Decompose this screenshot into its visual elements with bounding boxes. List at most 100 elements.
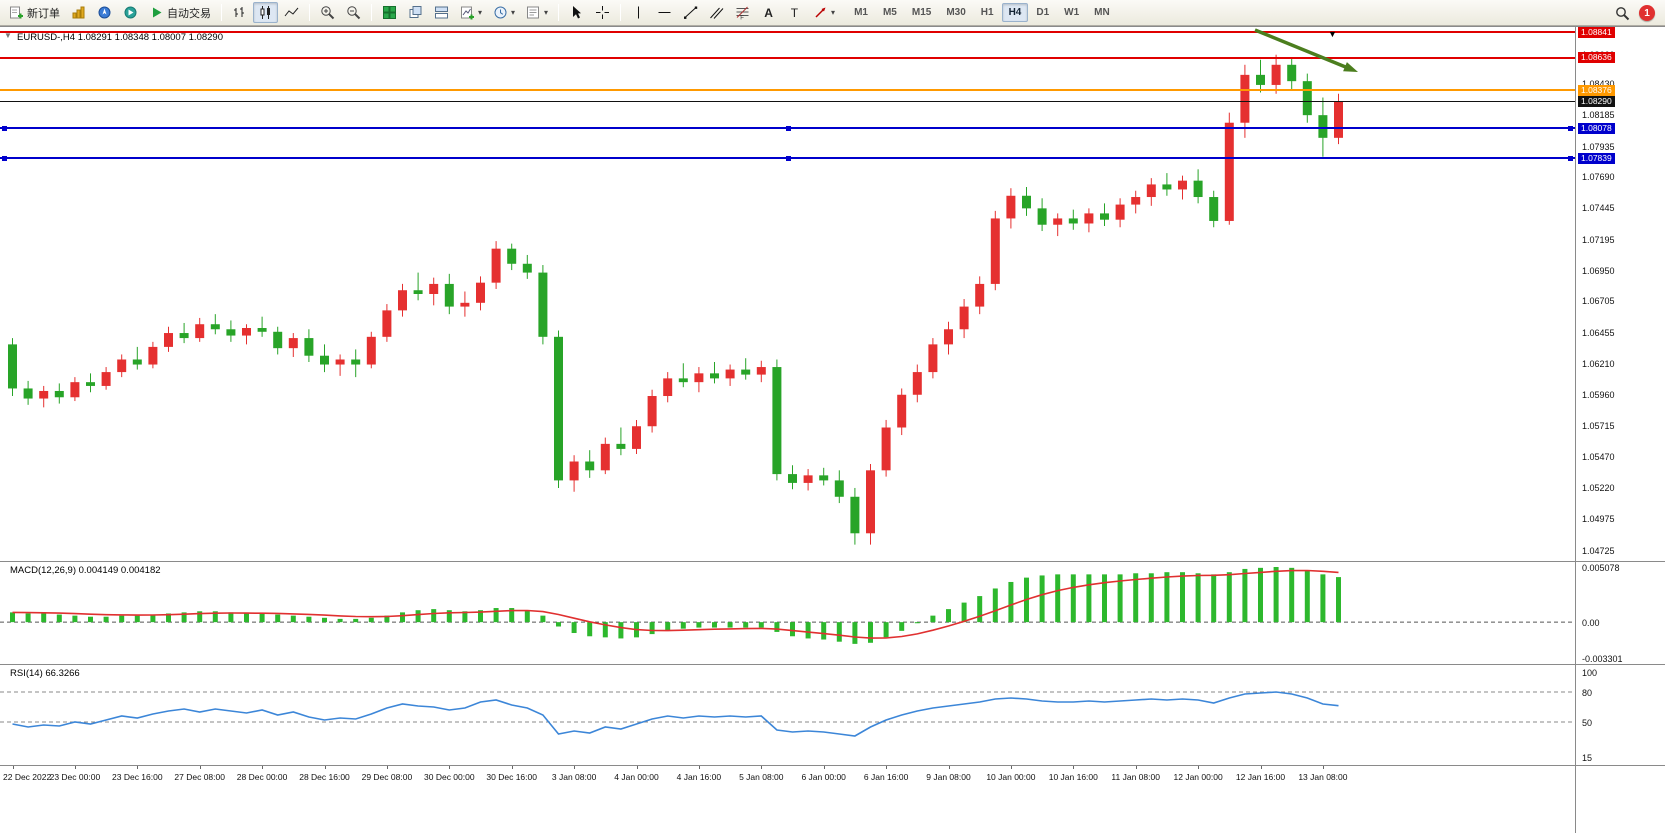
cascade-windows-icon [409, 6, 422, 18]
timeframe-toolbar: M1 M5 M15 M30 H1 H4 D1 W1 MN [847, 3, 1117, 22]
panel-splitter[interactable] [0, 664, 1665, 665]
zoom-out-button[interactable] [341, 2, 366, 23]
text-button[interactable]: A [756, 2, 781, 23]
line-handle[interactable] [2, 125, 7, 131]
search-icon[interactable] [1615, 6, 1630, 21]
price-axis-label: 1.08185 [1582, 110, 1615, 121]
time-axis-label: 13 Jan 08:00 [1298, 772, 1348, 782]
line-handle[interactable] [786, 125, 791, 131]
tile-windows-button[interactable] [377, 2, 402, 23]
timeframe-button-m5[interactable]: M5 [882, 7, 897, 18]
bar-chart-icon [234, 7, 244, 17]
market-watch-button[interactable] [66, 2, 91, 23]
toolbar-separator [371, 4, 372, 21]
time-axis-tick [823, 766, 825, 769]
svg-text:A: A [764, 6, 773, 20]
fibonacci-button[interactable]: F [730, 2, 755, 23]
time-axis-tick [386, 766, 388, 769]
profiles-button[interactable]: ▾ [488, 2, 520, 23]
templates-button[interactable]: ▾ [521, 2, 553, 23]
new-chart-button[interactable]: ▾ [455, 2, 487, 23]
svg-text:T: T [791, 6, 799, 20]
vertical-line-button[interactable] [626, 2, 651, 23]
line-chart-button[interactable] [279, 2, 304, 23]
terminal-icon [124, 6, 137, 19]
text-icon: A [764, 6, 773, 20]
label-button[interactable]: T [782, 2, 807, 23]
new-order-button[interactable]: 新订单 [4, 2, 65, 23]
bar-chart-button[interactable] [227, 2, 252, 23]
time-axis[interactable]: 22 Dec 2022 23 Dec 00:00 23 Dec 16:00 27 De… [0, 766, 1665, 786]
new-order-icon [10, 6, 23, 19]
line-chart-icon [284, 7, 299, 17]
horizontal-line-object[interactable] [0, 30, 1575, 33]
trend-arrow-annotation[interactable] [0, 27, 1575, 561]
timeframe-button-h1[interactable]: H1 [980, 7, 994, 18]
notification-badge[interactable]: 1 [1639, 5, 1655, 21]
time-axis-tick [511, 766, 513, 769]
candlestick-chart[interactable] [0, 27, 1575, 561]
line-handle[interactable] [786, 155, 791, 161]
candlestick-button[interactable] [253, 2, 278, 23]
cascade-windows-button[interactable] [403, 2, 428, 23]
timeframe-button-m1[interactable]: M1 [854, 7, 868, 18]
time-axis-tick [1198, 766, 1200, 769]
one-click-trading-toggle[interactable]: ▼ [4, 31, 12, 40]
rsi-indicator-chart[interactable] [0, 664, 1575, 765]
price-axis-label: 1.05470 [1582, 451, 1615, 462]
svg-text:F: F [740, 16, 744, 21]
templates-icon [527, 6, 540, 19]
price-tag: 1.08078 [1578, 122, 1615, 134]
horizontal-line-object[interactable] [0, 56, 1575, 59]
time-axis-tick [1135, 766, 1137, 769]
terminal-button[interactable] [118, 2, 143, 23]
price-axis-label: 1.04725 [1582, 545, 1615, 556]
navigator-button[interactable] [92, 2, 117, 23]
tile-horizontal-button[interactable] [429, 2, 454, 23]
macd-indicator-chart[interactable] [0, 561, 1575, 664]
price-axis[interactable]: 1.08841 1.08636 1.08376 1.08290 1.08078 1.078… [1575, 27, 1665, 833]
trendline-button[interactable] [678, 2, 703, 23]
timeframe-button-mn[interactable]: MN [1094, 7, 1110, 18]
horizontal-line-object[interactable] [0, 89, 1575, 92]
timeframe-button-h4[interactable]: H4 [1001, 3, 1029, 22]
timeframe-button-w1[interactable]: W1 [1064, 7, 1080, 18]
price-axis-label: 1.05715 [1582, 421, 1615, 432]
chevron-down-icon: ▾ [831, 7, 836, 17]
timeframe-button-d1[interactable]: D1 [1036, 7, 1050, 18]
line-handle[interactable] [1568, 125, 1573, 131]
current-price-line[interactable] [0, 100, 1575, 102]
cursor-icon [573, 6, 582, 19]
shapes-button[interactable]: ▾ [808, 2, 840, 23]
timeframe-button-m15[interactable]: M15 [911, 7, 932, 18]
horizontal-line-button[interactable] [652, 2, 677, 23]
chevron-down-icon: ▾ [478, 7, 483, 17]
line-handle[interactable] [2, 155, 7, 161]
timeframe-button-m30[interactable]: M30 [946, 7, 966, 18]
crosshair-icon [596, 6, 610, 19]
channel-button[interactable] [704, 2, 729, 23]
time-axis-label: 4 Jan 00:00 [614, 772, 659, 782]
crosshair-button[interactable] [590, 2, 615, 23]
time-axis-label: 11 Jan 08:00 [1111, 772, 1160, 782]
tile-horizontal-icon [435, 6, 448, 19]
toolbar-right-group: 1 [1615, 0, 1655, 26]
time-axis-label: 10 Jan 00:00 [986, 772, 1036, 782]
rsi-axis-label: 100 [1582, 667, 1598, 678]
cursor-button[interactable] [564, 2, 589, 23]
toolbar-separator [558, 4, 560, 21]
auto-trading-button[interactable]: 自动交易 [144, 2, 216, 23]
auto-trading-label: 自动交易 [167, 7, 211, 20]
line-handle[interactable] [1568, 155, 1573, 161]
macd-axis-label: -0.003301 [1582, 653, 1623, 664]
time-axis-tick [1010, 766, 1012, 769]
shapes-icon [815, 7, 826, 18]
panel-splitter [0, 765, 1665, 766]
rsi-axis-label: 80 [1582, 687, 1593, 698]
price-tag: 1.07839 [1578, 152, 1615, 164]
main-toolbar: 新订单 自动交易 [0, 0, 1665, 26]
panel-splitter[interactable] [0, 561, 1665, 562]
zoom-in-button[interactable] [315, 2, 340, 23]
time-axis-label: 30 Dec 16:00 [486, 772, 537, 782]
tile-windows-icon [383, 6, 396, 19]
